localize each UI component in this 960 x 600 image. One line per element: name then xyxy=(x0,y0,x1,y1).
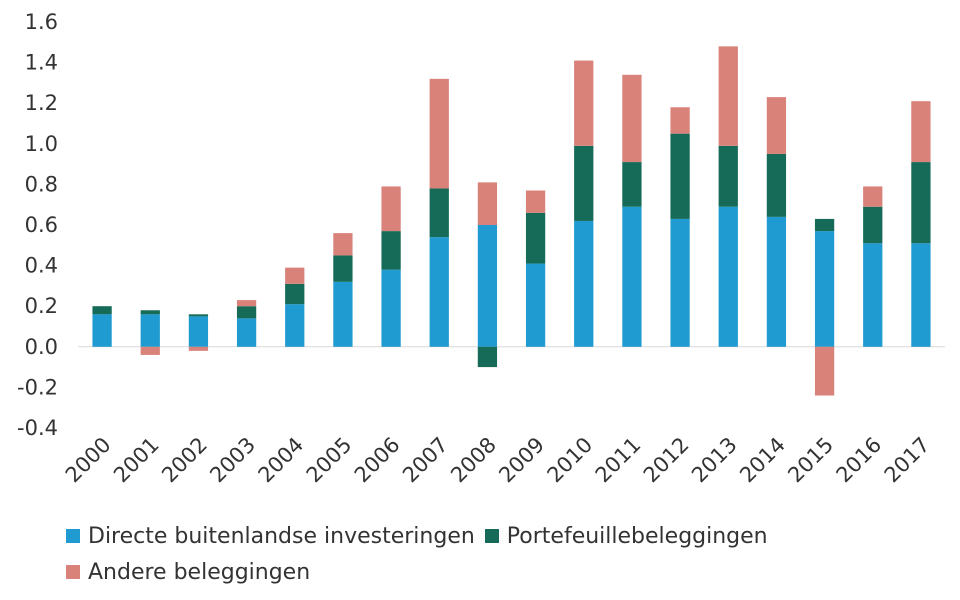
bar-other-2005 xyxy=(333,233,353,256)
legend-item-other: Andere beleggingen xyxy=(66,560,310,585)
legend-item-fdi: Directe buitenlandse investeringen xyxy=(66,524,475,549)
bar-fdi-2012 xyxy=(670,218,690,347)
x-tick-label: 2006 xyxy=(350,433,405,488)
bar-portfolio-2003 xyxy=(236,306,257,319)
x-tick-label: 2003 xyxy=(205,433,260,488)
x-tick-label: 2001 xyxy=(109,433,164,488)
legend-label-fdi: Directe buitenlandse investeringen xyxy=(88,523,475,549)
legend-label-other: Andere beleggingen xyxy=(88,559,311,585)
x-tick-label: 2011 xyxy=(591,433,646,488)
bar-portfolio-2010 xyxy=(574,145,594,221)
bar-other-2015 xyxy=(814,346,835,396)
x-axis: 2000200120022003200420052006200720082009… xyxy=(61,433,935,488)
bar-portfolio-2017 xyxy=(911,162,931,244)
legend-row-1: Directe buitenlandse investeringen Porte… xyxy=(66,518,946,554)
y-tick-label: 0.2 xyxy=(25,294,58,318)
legend-item-portfolio: Portefeuillebeleggingen xyxy=(484,523,768,549)
bar-fdi-2000 xyxy=(92,314,112,347)
legend: Directe buitenlandse investeringen Porte… xyxy=(66,518,946,590)
bar-other-2004 xyxy=(285,267,305,284)
x-tick-label: 2007 xyxy=(398,433,453,488)
x-tick-label: 2013 xyxy=(687,433,742,488)
bar-fdi-2007 xyxy=(429,237,449,347)
bar-portfolio-2009 xyxy=(525,212,546,264)
legend-label-portfolio: Portefeuillebeleggingen xyxy=(506,523,768,549)
legend-swatch-fdi xyxy=(66,529,80,543)
y-tick-label: 1.6 xyxy=(25,10,58,34)
bar-other-2010 xyxy=(574,60,594,146)
bar-portfolio-2000 xyxy=(92,306,112,315)
x-tick-label: 2014 xyxy=(735,433,790,488)
bar-fdi-2010 xyxy=(574,220,594,347)
bar-other-2011 xyxy=(622,74,642,163)
x-tick-label: 2002 xyxy=(157,433,212,488)
bar-portfolio-2012 xyxy=(670,133,690,219)
bar-other-2003 xyxy=(236,300,257,307)
y-tick-label: -0.4 xyxy=(17,416,58,440)
bar-fdi-2001 xyxy=(140,314,160,347)
bar-portfolio-2014 xyxy=(766,153,787,217)
bar-fdi-2005 xyxy=(333,281,353,347)
bar-other-2002 xyxy=(188,346,209,351)
y-tick-label: 1.2 xyxy=(25,91,58,115)
bar-portfolio-2008 xyxy=(477,346,498,368)
bar-other-2008 xyxy=(477,182,498,225)
y-tick-label: 0.6 xyxy=(25,213,58,237)
legend-row-2: Andere beleggingen xyxy=(66,554,946,590)
bar-portfolio-2001 xyxy=(140,310,160,315)
y-tick-label: -0.2 xyxy=(17,375,58,399)
bar-portfolio-2002 xyxy=(188,314,209,317)
bar-other-2001 xyxy=(140,346,160,355)
bar-fdi-2008 xyxy=(477,225,498,347)
x-tick-label: 2005 xyxy=(302,433,357,488)
bar-fdi-2013 xyxy=(718,206,738,347)
bar-portfolio-2006 xyxy=(381,231,401,270)
bar-fdi-2003 xyxy=(236,318,257,347)
bar-fdi-2016 xyxy=(863,243,883,347)
bar-fdi-2015 xyxy=(814,231,835,347)
bar-other-2014 xyxy=(766,97,787,154)
x-tick-label: 2017 xyxy=(880,433,935,488)
bar-other-2017 xyxy=(911,101,931,163)
bar-other-2013 xyxy=(718,46,738,146)
stacked-bar-chart: 1.6 1.4 1.2 1.0 0.8 0.6 0.4 0.2 0.0 -0.2 -0.4 2000… xyxy=(17,10,945,488)
x-tick-label: 2016 xyxy=(832,433,887,488)
bar-fdi-2002 xyxy=(188,316,209,347)
y-tick-label: 0.0 xyxy=(25,335,58,359)
bar-fdi-2004 xyxy=(285,304,305,347)
bar-portfolio-2013 xyxy=(718,145,738,207)
bar-fdi-2006 xyxy=(381,269,401,347)
bar-portfolio-2015 xyxy=(814,218,835,232)
x-tick-label: 2010 xyxy=(543,433,598,488)
bar-other-2012 xyxy=(670,107,690,134)
y-axis: 1.6 1.4 1.2 1.0 0.8 0.6 0.4 0.2 0.0 -0.2 -0.4 xyxy=(17,10,58,440)
x-tick-label: 2008 xyxy=(446,433,501,488)
x-tick-label: 2004 xyxy=(254,433,309,488)
bar-fdi-2017 xyxy=(911,243,931,347)
x-tick-label: 2015 xyxy=(783,433,838,488)
x-tick-label: 2012 xyxy=(639,433,694,488)
x-tick-label: 2009 xyxy=(494,433,549,488)
y-tick-label: 0.4 xyxy=(25,254,58,278)
bar-fdi-2009 xyxy=(525,263,546,347)
bar-portfolio-2007 xyxy=(429,188,449,238)
y-tick-label: 1.4 xyxy=(25,51,58,75)
y-tick-label: 0.8 xyxy=(25,172,58,196)
bar-portfolio-2004 xyxy=(285,283,305,305)
bar-other-2016 xyxy=(863,186,883,207)
y-tick-label: 1.0 xyxy=(25,132,58,156)
x-tick-label: 2000 xyxy=(61,433,116,488)
bar-fdi-2014 xyxy=(766,216,787,347)
bar-portfolio-2016 xyxy=(863,206,883,244)
bars-group xyxy=(92,46,931,396)
bar-other-2009 xyxy=(525,190,546,213)
bar-other-2007 xyxy=(429,78,449,189)
legend-swatch-other xyxy=(66,565,80,579)
bar-fdi-2011 xyxy=(622,206,642,347)
bar-portfolio-2011 xyxy=(622,162,642,207)
bar-portfolio-2005 xyxy=(333,255,353,282)
legend-swatch-portfolio xyxy=(484,529,499,543)
bar-other-2006 xyxy=(381,186,401,232)
